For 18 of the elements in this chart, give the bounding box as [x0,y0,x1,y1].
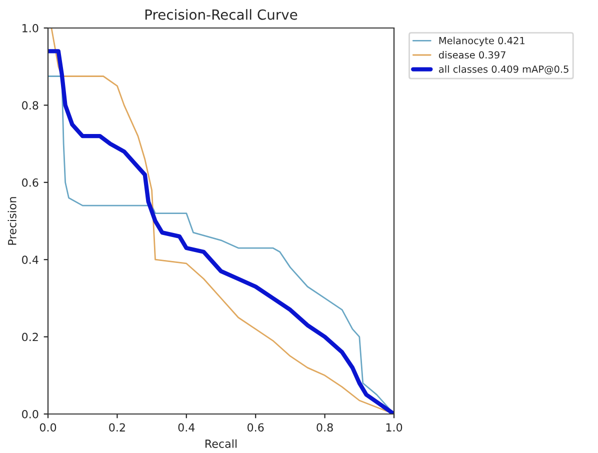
x-tick-label: 0.4 [178,423,195,432]
x-tick-label: 0.8 [316,423,333,432]
x-tick-label: 1.0 [386,423,402,432]
y-tick-label: 0.0 [22,410,38,418]
legend-label: all classes 0.409 mAP@0.5 [438,65,568,74]
y-tick-label: 0.6 [22,178,38,187]
legend-label: disease 0.397 [438,51,506,59]
y-tick-label: 0.2 [22,332,38,342]
x-tick-label: 0.6 [248,423,264,432]
x-tick-label: 0.0 [40,423,56,432]
y-tick-label: 0.4 [22,256,38,264]
x-tick-label: 0.2 [109,423,125,432]
y-tick-label: 1.0 [22,24,38,32]
legend-label: Melanocyte 0.421 [439,36,524,46]
x-axis-title: Recall [206,439,237,448]
chart-title: Precision-Recall Curve [145,9,298,20]
y-tick-label: 0.8 [22,101,38,110]
y-axis-title: Precision [8,197,16,245]
